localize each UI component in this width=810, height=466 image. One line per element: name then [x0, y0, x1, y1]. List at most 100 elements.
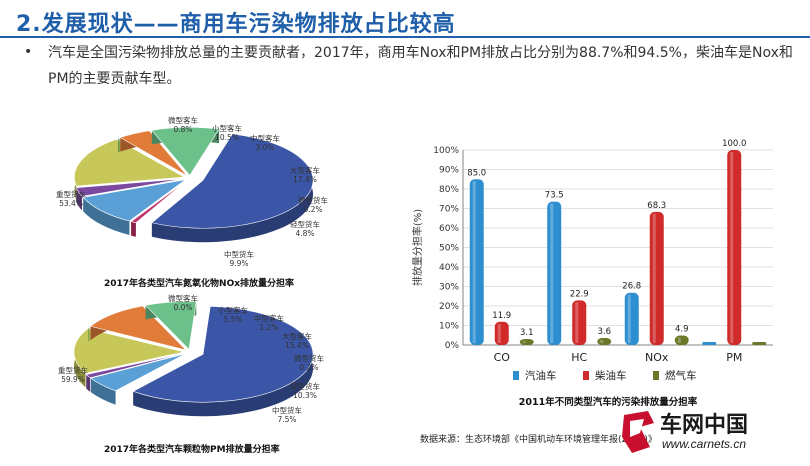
- bar-PM-汽油车: [702, 342, 717, 345]
- watermark-url: www.carnets.cn: [662, 437, 747, 451]
- bar-value-label: 26.8: [622, 282, 641, 292]
- bar-CO-燃气车: [519, 338, 534, 345]
- pie-bottom-slice-3: [85, 352, 185, 379]
- pie-top-slice-side-2: [83, 197, 130, 236]
- bar-PM-柴油车: [727, 150, 742, 345]
- pie-bottom-slice-side-3: [86, 374, 91, 392]
- legend-swatch: [583, 371, 589, 380]
- pie-bottom-label-small-bus: 小型客车 5.5%: [218, 306, 248, 324]
- pie-top-slice-side-5: [118, 137, 120, 153]
- bar-chart-caption: 2011年不同类型汽车的污染排放量分担率: [519, 396, 698, 408]
- bar-CO-柴油车: [494, 321, 509, 345]
- bar-category-label: CO: [494, 351, 511, 364]
- bar-value-label: 68.3: [647, 201, 666, 211]
- title-divider: [0, 36, 810, 38]
- bar-HC-柴油车: [572, 300, 587, 345]
- bar-y-tick-label: 90%: [439, 166, 459, 176]
- pie-top-slice-0: [151, 133, 314, 229]
- watermark-name: 车网中国: [660, 413, 749, 438]
- pie-bottom-caption: 2017年各类型汽车颗粒物PM排放量分担率: [104, 445, 280, 455]
- bar-y-tick-label: 50%: [439, 244, 459, 254]
- pie-top-slice-side-0: [151, 133, 314, 243]
- page-title: 2.发展现状——商用车污染物排放占比较高: [16, 12, 456, 37]
- bar-NOx-燃气车: [674, 335, 689, 345]
- bar-y-tick-label: 10%: [439, 322, 459, 332]
- pie-bottom-label-mid-bus: 中型客车 1.2%: [254, 314, 284, 332]
- legend-swatch: [653, 371, 659, 380]
- summary-text: 汽车是全国污染物排放总量的主要贡献者，2017年，商用车Nox和PM排放占比分别…: [48, 45, 793, 87]
- pie-top-slice-side-1: [131, 221, 136, 237]
- pie-top-slice-1: [130, 180, 188, 224]
- pie-top-label-light-truck: 轻型货车 4.8%: [290, 220, 320, 238]
- bar-highlight: [472, 181, 476, 343]
- bar-HC-汽油车: [547, 201, 562, 345]
- bar-value-label: 4.9: [675, 324, 689, 334]
- bar-y-axis-label: 排放量分担率(%): [411, 209, 424, 286]
- legend-label: 汽油车: [525, 369, 557, 382]
- pie-top-label-heavy-truck: 重型货车 53.4%: [56, 190, 86, 208]
- bar-highlight: [652, 213, 656, 343]
- pie-bottom-slice-6: [89, 305, 187, 351]
- pie-top-slice-side-3: [76, 187, 82, 211]
- bar-chart-panel: 0% 10% 20% 30% 40% 50% 60% 70% 80% 90% 100% 排放量分担率(…: [405, 125, 795, 425]
- pie-top-slice-2: [82, 179, 186, 222]
- pie-top-slice-7: [151, 127, 220, 176]
- bar-HC-燃气车: [597, 337, 612, 345]
- bar-category-label: NOx: [645, 351, 669, 364]
- pie-bottom-label-mid-truck: 中型货车 7.5%: [272, 406, 302, 424]
- bar-highlight: [677, 337, 681, 343]
- pie-top-label-micro-truck: 微型货车 0.2%: [298, 196, 328, 214]
- pie-top-label-mid-truck: 中型货车 9.9%: [224, 250, 254, 268]
- bar-y-tick-label: 0%: [445, 341, 460, 351]
- bar-y-tick-label: 60%: [439, 224, 459, 234]
- bar-highlight: [627, 294, 631, 343]
- pie-bottom-slice-7: [145, 301, 197, 351]
- pie-top-label-small-bus: 小型客车 10.5%: [212, 124, 242, 142]
- bullet-marker: •: [24, 44, 33, 60]
- legend-swatch: [513, 371, 519, 380]
- bar-value-label: 22.9: [570, 289, 589, 299]
- pie-top-slice-6: [119, 130, 188, 176]
- pie-bottom-label-light-truck: 轻型货车 10.3%: [290, 382, 320, 400]
- pie-top-caption: 2017年各类型汽车氮氧化物NOx排放量分担率: [104, 279, 295, 289]
- bar-value-label: 3.6: [597, 327, 611, 337]
- bar-highlight: [550, 203, 554, 343]
- bar-PM-燃气车: [752, 342, 767, 345]
- bar-value-label: 3.1: [520, 328, 534, 338]
- bar-category-label: PM: [726, 351, 742, 364]
- bar-CO-汽油车: [469, 179, 484, 345]
- pie-bottom-slice-5: [87, 326, 185, 352]
- bar-value-label: 11.9: [492, 311, 511, 321]
- pie-charts-panel: 微型客车 0.8% 小型客车 10.5% 中型客车 3.0% 大型客车 17.4% 微型…: [0, 110, 400, 462]
- pie-top-label-large-bus: 大型客车 17.4%: [290, 166, 320, 184]
- pie-bottom-label-heavy-truck: 重型货车 59.9%: [58, 366, 88, 384]
- bar-chart-svg: 0% 10% 20% 30% 40% 50% 60% 70% 80% 90% 100% 排放量分担率(…: [411, 139, 773, 408]
- pie-charts-svg: [73, 127, 314, 417]
- bar-y-tick-label: 80%: [439, 185, 459, 195]
- bar-highlight: [497, 323, 501, 343]
- bar-y-tick-label: 100%: [433, 146, 459, 156]
- pie-bottom-slice-4: [73, 328, 185, 374]
- pie-bottom-slice-2: [90, 353, 186, 392]
- bar-highlight: [600, 339, 604, 343]
- pie-bottom-label-large-bus: 大型客车 15.4%: [282, 332, 312, 350]
- bar-value-label: 100.0: [722, 139, 746, 149]
- bar-y-tick-label: 30%: [439, 283, 459, 293]
- pie-bottom-label-micro-bus: 微型客车 0.0%: [168, 294, 198, 312]
- bar-y-tick-label: 20%: [439, 302, 459, 312]
- bar-y-tick-label: 70%: [439, 205, 459, 215]
- pie-top-slice-4: [74, 139, 186, 187]
- bar-category-label: HC: [571, 351, 587, 364]
- carnets-logo-icon: [622, 411, 654, 453]
- bar-y-tick-label: 40%: [439, 263, 459, 273]
- bar-highlight: [522, 340, 526, 343]
- bar-highlight: [730, 152, 734, 343]
- data-source-note: 数据来源：生态环境部《中国机动车环境管理年报(2018)》: [420, 435, 657, 445]
- pie-bottom-slice-side-2: [90, 378, 116, 405]
- pie-bottom-slice-side-0: [133, 306, 314, 417]
- legend-label: 柴油车: [595, 369, 627, 382]
- pie-bottom-slice-0: [132, 306, 314, 403]
- bar-value-label: 73.5: [545, 191, 564, 201]
- bar-highlight: [575, 302, 579, 343]
- pie-bottom-label-micro-truck: 微型货车 0.2%: [294, 354, 324, 372]
